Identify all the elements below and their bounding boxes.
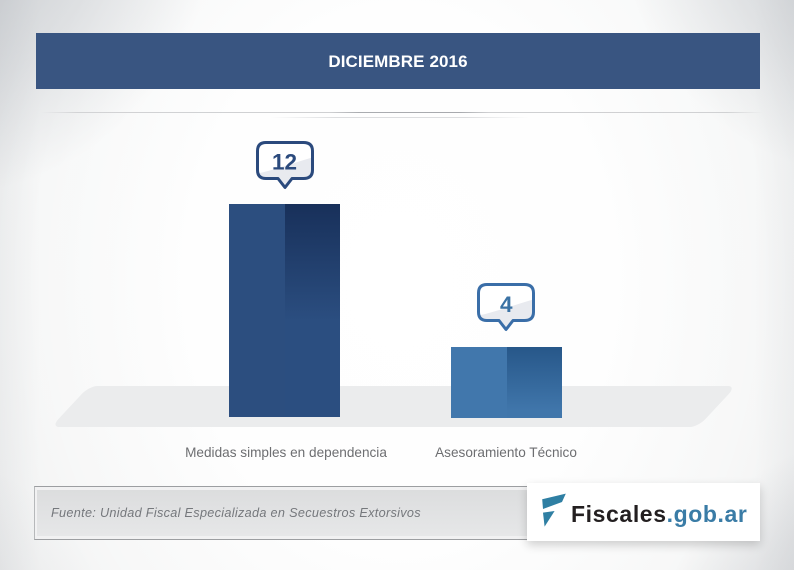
svg-text:4: 4 bbox=[500, 292, 513, 317]
svg-text:12: 12 bbox=[272, 149, 297, 174]
